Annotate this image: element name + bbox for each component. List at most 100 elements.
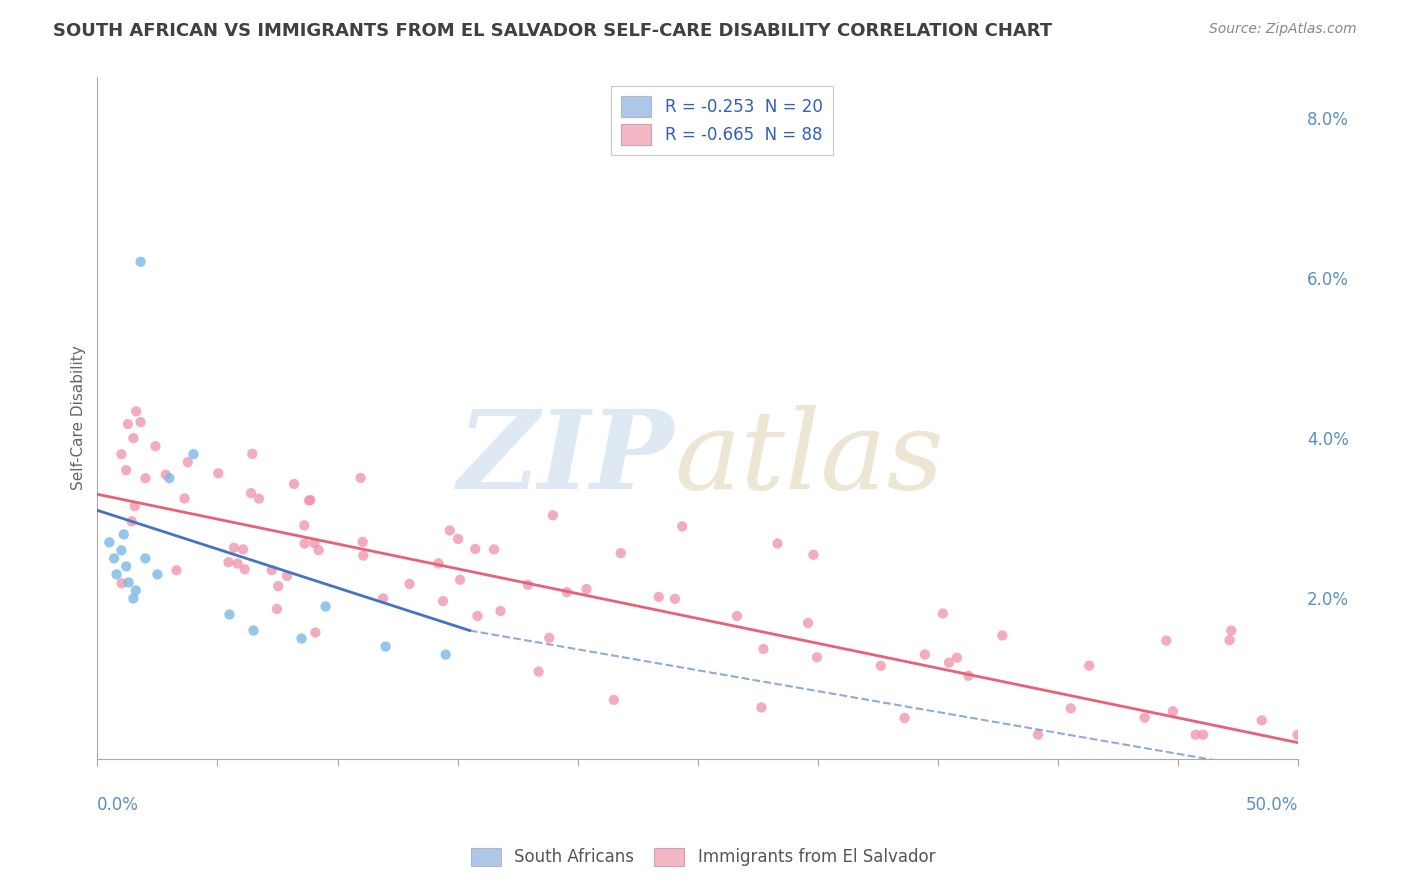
- Point: [447, 532, 470, 546]
- Point: [134, 471, 156, 485]
- Point: [482, 542, 505, 557]
- Point: [247, 491, 270, 506]
- Point: [1026, 728, 1049, 742]
- Point: [797, 615, 820, 630]
- Text: SOUTH AFRICAN VS IMMIGRANTS FROM EL SALVADOR SELF-CARE DISABILITY CORRELATION CH: SOUTH AFRICAN VS IMMIGRANTS FROM EL SALV…: [53, 22, 1053, 40]
- Point: [315, 599, 337, 614]
- Point: [145, 439, 167, 453]
- Point: [121, 514, 143, 528]
- Point: [240, 486, 263, 500]
- Point: [538, 631, 561, 645]
- Legend: R = -0.253  N = 20, R = -0.665  N = 88: R = -0.253 N = 20, R = -0.665 N = 88: [612, 86, 832, 155]
- Point: [111, 576, 134, 591]
- Point: [1192, 728, 1215, 742]
- Point: [1060, 701, 1083, 715]
- Point: [806, 650, 828, 665]
- Point: [371, 591, 394, 606]
- Point: [276, 569, 298, 583]
- Point: [352, 535, 374, 549]
- Point: [117, 575, 139, 590]
- Point: [946, 650, 969, 665]
- Point: [240, 447, 263, 461]
- Point: [173, 491, 195, 506]
- Point: [146, 567, 169, 582]
- Point: [398, 577, 420, 591]
- Point: [489, 604, 512, 618]
- Point: [115, 559, 138, 574]
- Point: [134, 551, 156, 566]
- Point: [766, 536, 789, 550]
- Point: [105, 567, 128, 582]
- Point: [117, 417, 139, 431]
- Point: [129, 255, 152, 269]
- Point: [427, 557, 450, 571]
- Point: [218, 607, 240, 622]
- Point: [157, 471, 180, 485]
- Point: [110, 447, 132, 461]
- Point: [932, 607, 955, 621]
- Point: [517, 578, 540, 592]
- Point: [467, 609, 489, 624]
- Point: [290, 632, 312, 646]
- Point: [803, 548, 825, 562]
- Point: [298, 493, 321, 508]
- Point: [292, 518, 315, 533]
- Point: [434, 648, 457, 662]
- Point: [242, 624, 264, 638]
- Point: [304, 536, 326, 550]
- Text: atlas: atlas: [673, 405, 943, 513]
- Point: [260, 563, 283, 577]
- Point: [751, 700, 773, 714]
- Point: [177, 455, 200, 469]
- Point: [374, 640, 396, 654]
- Point: [957, 669, 980, 683]
- Point: [124, 499, 146, 513]
- Point: [122, 431, 145, 445]
- Point: [283, 476, 305, 491]
- Point: [1154, 633, 1177, 648]
- Text: 0.0%: 0.0%: [97, 797, 139, 814]
- Point: [115, 463, 138, 477]
- Point: [122, 591, 145, 606]
- Point: [603, 693, 626, 707]
- Point: [938, 656, 960, 670]
- Text: 50.0%: 50.0%: [1246, 797, 1299, 814]
- Point: [103, 551, 125, 566]
- Point: [183, 447, 205, 461]
- Y-axis label: Self-Care Disability: Self-Care Disability: [72, 346, 86, 491]
- Point: [1161, 704, 1184, 718]
- Point: [1184, 728, 1206, 742]
- Point: [226, 557, 249, 571]
- Point: [266, 602, 288, 616]
- Point: [98, 535, 121, 549]
- Point: [125, 583, 148, 598]
- Point: [222, 541, 245, 555]
- Point: [1219, 633, 1241, 648]
- Point: [432, 594, 454, 608]
- Point: [207, 467, 229, 481]
- Point: [893, 711, 915, 725]
- Point: [1133, 711, 1156, 725]
- Point: [752, 642, 775, 657]
- Point: [129, 415, 152, 429]
- Point: [725, 609, 748, 624]
- Legend: South Africans, Immigrants from El Salvador: South Africans, Immigrants from El Salva…: [464, 841, 942, 873]
- Point: [439, 524, 461, 538]
- Point: [349, 471, 371, 485]
- Point: [914, 648, 936, 662]
- Point: [233, 562, 256, 576]
- Point: [869, 658, 891, 673]
- Point: [110, 543, 132, 558]
- Point: [541, 508, 564, 523]
- Point: [1286, 728, 1309, 742]
- Point: [304, 625, 326, 640]
- Point: [267, 579, 290, 593]
- Point: [664, 591, 686, 606]
- Point: [166, 563, 188, 577]
- Point: [527, 665, 550, 679]
- Point: [991, 628, 1014, 642]
- Text: ZIP: ZIP: [457, 405, 673, 513]
- Text: Source: ZipAtlas.com: Source: ZipAtlas.com: [1209, 22, 1357, 37]
- Point: [299, 492, 322, 507]
- Point: [449, 573, 471, 587]
